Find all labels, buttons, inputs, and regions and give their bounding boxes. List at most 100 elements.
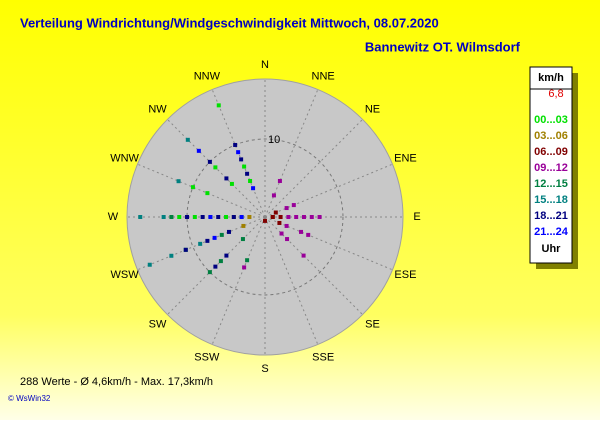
wind-point <box>294 215 299 219</box>
legend-title: km/h <box>538 72 564 84</box>
direction-label: SW <box>149 318 167 330</box>
spoke <box>167 216 266 315</box>
direction-label: ENE <box>394 153 417 165</box>
wind-point <box>229 181 234 186</box>
wind-point <box>176 179 181 184</box>
wind-point <box>224 215 229 219</box>
wind-point <box>233 142 238 147</box>
legend-entry: 09...12 <box>534 162 568 174</box>
wind-point <box>205 191 210 196</box>
direction-label: NNE <box>312 70 335 82</box>
direction-label: NNW <box>194 70 221 82</box>
wind-point <box>216 215 221 219</box>
wind-point <box>185 137 190 142</box>
chart-subtitle: Bannewitz OT. Wilmsdorf <box>365 39 521 54</box>
legend-footer: Uhr <box>542 243 562 255</box>
current-speed: 6,8 <box>548 88 563 100</box>
legend-entry: 06...09 <box>534 146 568 158</box>
wind-point <box>169 215 174 219</box>
wind-point <box>226 229 231 234</box>
wind-point <box>239 157 244 162</box>
wind-point <box>245 258 250 263</box>
spoke <box>264 216 363 315</box>
wind-point <box>248 178 253 183</box>
legend-entry: 15...18 <box>534 194 568 206</box>
wind-point <box>242 265 247 270</box>
wind-point <box>213 264 218 269</box>
wind-point <box>277 220 282 225</box>
wind-point <box>309 215 314 219</box>
wind-point <box>301 215 306 219</box>
wind-point <box>192 215 197 219</box>
wind-point <box>177 215 182 219</box>
spoke <box>137 163 266 218</box>
wind-point <box>200 215 205 219</box>
legend-box <box>529 66 573 264</box>
wind-point <box>208 215 213 219</box>
direction-label: SSE <box>312 351 334 363</box>
wind-point <box>169 253 174 258</box>
wind-point <box>196 148 201 153</box>
wind-point <box>207 270 212 275</box>
wind-point <box>251 186 256 191</box>
direction-label: SE <box>365 318 380 330</box>
wind-point <box>284 206 289 211</box>
wind-point <box>147 262 152 267</box>
wind-point <box>317 215 322 219</box>
spoke <box>167 119 266 218</box>
direction-label: W <box>108 211 119 223</box>
ring <box>186 138 344 296</box>
wind-point <box>301 253 306 258</box>
wind-point <box>247 215 252 219</box>
direction-label: E <box>413 211 420 223</box>
wind-point <box>216 103 221 108</box>
wind-point <box>263 218 267 223</box>
wind-point <box>278 215 283 219</box>
wind-point <box>284 223 289 228</box>
wind-point <box>212 235 217 240</box>
legend-entry: 03...06 <box>534 130 568 142</box>
wind-point <box>286 215 291 219</box>
direction-label: NW <box>148 103 167 115</box>
wind-point <box>236 150 241 155</box>
spoke <box>211 89 266 218</box>
wind-point <box>270 215 275 219</box>
wind-point <box>138 215 143 219</box>
credit: © WsWin32 <box>8 394 51 403</box>
wind-point <box>285 237 290 242</box>
spoke <box>137 216 266 271</box>
wind-point <box>161 215 166 219</box>
wind-point <box>224 253 229 258</box>
wind-point <box>190 185 195 190</box>
ring-label: 10 <box>268 134 280 146</box>
legend-entry: 12...15 <box>534 178 568 190</box>
direction-label: SSW <box>194 351 220 363</box>
wind-point <box>299 229 304 234</box>
wind-point <box>241 223 246 228</box>
chart-title: Verteilung Windrichtung/Windgeschwindigk… <box>20 15 439 30</box>
spoke <box>264 119 363 218</box>
wind-point <box>213 165 218 170</box>
wind-point <box>279 231 284 236</box>
wind-point <box>273 210 278 215</box>
wind-point <box>219 232 224 237</box>
wind-point <box>245 171 250 176</box>
wind-point <box>185 215 190 219</box>
wind-point <box>242 164 247 169</box>
direction-label: NE <box>365 103 380 115</box>
wind-point <box>271 193 276 198</box>
direction-label: S <box>261 363 268 375</box>
wind-point <box>277 178 282 183</box>
stats: 288 Werte - Ø 4,6km/h - Max. 17,3km/h <box>20 376 213 388</box>
wind-point <box>291 203 296 208</box>
wind-point <box>231 215 236 219</box>
direction-label: WSW <box>111 269 140 281</box>
legend-entry: 00...03 <box>534 114 568 126</box>
wind-point <box>306 232 311 237</box>
wind-point <box>205 238 210 243</box>
spoke <box>264 89 319 218</box>
wind-point <box>239 215 244 219</box>
direction-label: N <box>261 59 269 71</box>
wind-point <box>183 247 188 252</box>
